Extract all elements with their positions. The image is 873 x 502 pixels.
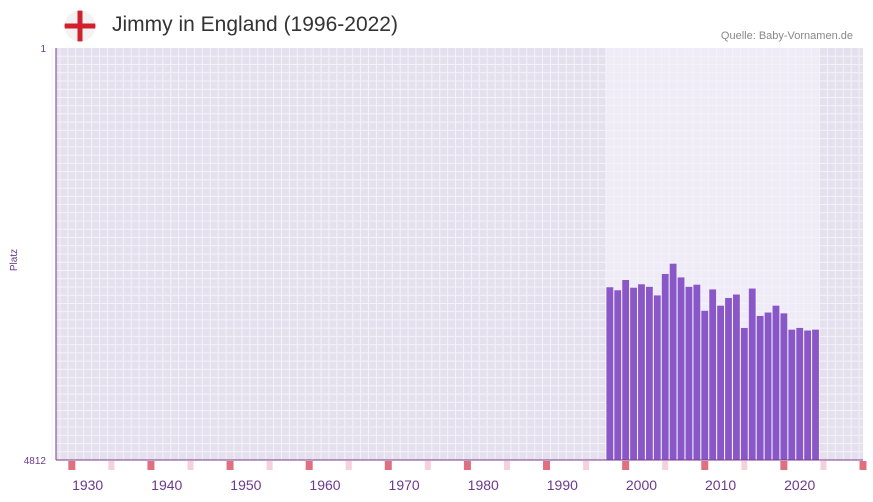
bar-2022 xyxy=(812,329,819,460)
x-tick-label-1960: 1960 xyxy=(309,477,340,493)
bar-2013 xyxy=(740,327,748,460)
bar-2020 xyxy=(796,327,804,460)
x-tick-label-1950: 1950 xyxy=(230,477,261,493)
x-tick-label-1940: 1940 xyxy=(151,477,182,493)
england-flag-icon xyxy=(64,10,96,42)
year-marker xyxy=(701,461,709,470)
year-marker xyxy=(780,461,788,470)
y-tick-label-top: 1 xyxy=(40,44,46,55)
year-marker xyxy=(543,461,551,470)
year-marker xyxy=(147,461,155,470)
bar-1998 xyxy=(622,279,630,460)
year-marker xyxy=(741,461,748,470)
bar-2011 xyxy=(725,297,732,460)
year-marker xyxy=(463,461,471,470)
bar-1996 xyxy=(606,287,614,460)
bar-2007 xyxy=(693,284,701,460)
bar-2004 xyxy=(669,263,677,460)
year-marker xyxy=(662,461,669,470)
bar-1999 xyxy=(630,287,637,460)
year-marker xyxy=(859,461,867,470)
x-tick-label-2020: 2020 xyxy=(784,477,815,493)
bar-2012 xyxy=(733,294,740,460)
x-tick-label-1970: 1970 xyxy=(389,477,420,493)
bar-2019 xyxy=(788,329,796,460)
year-marker xyxy=(345,461,352,470)
bar-2003 xyxy=(661,273,669,460)
x-tick-label-2000: 2000 xyxy=(626,477,657,493)
bar-1997 xyxy=(614,290,622,460)
bar-2009 xyxy=(709,289,717,460)
x-tick-label-2010: 2010 xyxy=(705,477,736,493)
bar-2006 xyxy=(685,286,693,460)
year-marker xyxy=(226,461,234,470)
y-tick-label-bottom: 4812 xyxy=(24,456,47,467)
bar-2005 xyxy=(677,277,685,460)
bar-2017 xyxy=(772,305,780,460)
y-axis-title: Platz xyxy=(9,249,20,271)
x-tick-label-1990: 1990 xyxy=(547,477,578,493)
year-marker xyxy=(305,461,313,470)
bar-2015 xyxy=(756,315,764,460)
bar-2018 xyxy=(780,313,788,460)
bar-2016 xyxy=(764,312,772,460)
bar-2014 xyxy=(748,288,756,460)
bar-2002 xyxy=(653,295,661,460)
bar-2008 xyxy=(701,310,709,460)
bar-2001 xyxy=(645,286,653,460)
year-marker xyxy=(820,461,827,470)
source-credit: Quelle: Baby-Vornamen.de xyxy=(720,30,853,42)
x-tick-label-1930: 1930 xyxy=(72,477,103,493)
year-marker xyxy=(384,461,392,470)
bar-2021 xyxy=(804,330,812,460)
year-marker xyxy=(68,461,76,470)
year-marker xyxy=(266,461,273,470)
year-marker xyxy=(583,461,590,470)
year-marker xyxy=(424,461,431,470)
bar-2000 xyxy=(638,284,645,460)
year-marker xyxy=(503,461,510,470)
year-marker xyxy=(187,461,194,470)
bar-2010 xyxy=(717,305,724,460)
x-tick-label-1980: 1980 xyxy=(468,477,499,493)
year-marker xyxy=(108,461,115,470)
year-marker xyxy=(622,461,630,470)
chart-title: Jimmy in England (1996-2022) xyxy=(112,13,398,36)
